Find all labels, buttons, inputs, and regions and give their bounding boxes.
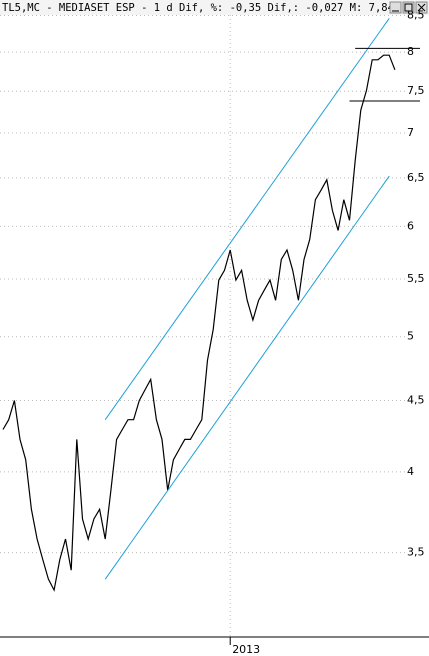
y-tick-label: 5,5	[407, 272, 425, 285]
grid	[0, 14, 405, 636]
y-tick-label: 6	[407, 219, 414, 232]
y-tick-label: 7	[407, 126, 414, 139]
maximize-icon	[404, 3, 413, 12]
close-icon	[417, 3, 426, 12]
chart-title: TL5,MC - MEDIASET ESP - 1 d Dif, %: -0,3…	[2, 2, 400, 14]
y-tick-label: 4,5	[407, 394, 425, 407]
trend-line	[104, 18, 390, 420]
trend-line	[104, 175, 390, 580]
x-tick-label: 2013	[232, 643, 260, 656]
y-tick-label: 7,5	[407, 84, 425, 97]
y-tick-label: 4	[407, 465, 414, 478]
price-line	[2, 54, 396, 592]
y-tick-label: 5	[407, 330, 414, 343]
plot	[2, 18, 420, 592]
y-tick-label: 8,5	[407, 8, 425, 21]
y-tick-label: 8	[407, 45, 414, 58]
title-bar	[0, 0, 429, 15]
y-tick-label: 6,5	[407, 171, 425, 184]
minimize-button[interactable]	[389, 1, 402, 14]
maximize-button[interactable]	[402, 1, 415, 14]
y-tick-label: 3,5	[407, 546, 425, 559]
window-controls[interactable]	[389, 1, 428, 14]
